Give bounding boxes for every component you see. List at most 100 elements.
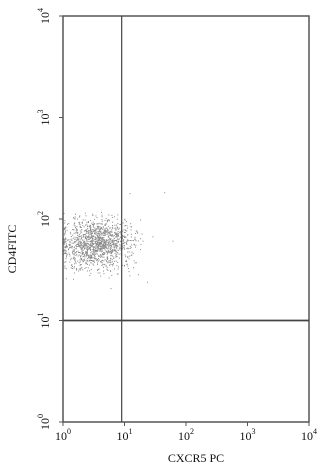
scatter-point xyxy=(74,250,76,252)
scatter-point xyxy=(97,246,99,248)
scatter-point xyxy=(97,232,99,234)
scatter-point xyxy=(82,236,84,238)
scatter-point xyxy=(97,269,99,270)
scatter-point xyxy=(125,256,127,258)
scatter-point xyxy=(80,256,82,258)
scatter-point xyxy=(79,227,81,229)
scatter-point xyxy=(105,245,107,247)
x-tick-label: 100 xyxy=(55,427,71,443)
scatter-point xyxy=(109,247,111,249)
scatter-point xyxy=(86,253,88,255)
scatter-point xyxy=(92,221,94,223)
scatter-point xyxy=(74,225,76,227)
scatter-point xyxy=(122,235,123,236)
scatter-point xyxy=(103,256,105,258)
scatter-point xyxy=(101,228,103,230)
scatter-point xyxy=(73,252,75,254)
scatter-point xyxy=(101,260,103,262)
scatter-point xyxy=(118,240,120,242)
scatter-point xyxy=(84,257,86,259)
scatter-point xyxy=(94,251,96,253)
scatter-point xyxy=(75,240,77,242)
scatter-point xyxy=(87,258,89,260)
scatter-point xyxy=(116,241,118,243)
scatter-point xyxy=(94,231,96,233)
scatter-point xyxy=(108,250,110,251)
scatter-point xyxy=(85,232,87,234)
scatter-point xyxy=(120,241,122,243)
scatter-point xyxy=(92,249,94,251)
scatter-point xyxy=(85,251,87,253)
scatter-point xyxy=(86,245,88,247)
scatter-point xyxy=(111,234,113,235)
scatter-point xyxy=(86,252,88,253)
scatter-point xyxy=(116,226,118,228)
scatter-point xyxy=(140,238,141,240)
scatter-point xyxy=(84,259,86,261)
scatter-point xyxy=(69,239,71,241)
scatter-point xyxy=(117,214,119,216)
scatter-point xyxy=(101,239,103,241)
scatter-point xyxy=(96,226,98,228)
scatter-point xyxy=(65,278,67,280)
scatter-point xyxy=(90,244,92,246)
scatter-point xyxy=(121,264,123,266)
scatter-point xyxy=(82,245,84,247)
scatter-point xyxy=(86,240,88,242)
scatter-point xyxy=(117,227,119,229)
scatter-point xyxy=(82,261,84,263)
scatter-point xyxy=(81,259,83,260)
scatter-point xyxy=(77,237,78,239)
scatter-point xyxy=(71,239,73,241)
scatter-point xyxy=(103,243,104,245)
scatter-point xyxy=(130,247,132,249)
scatter-point xyxy=(91,257,93,259)
scatter-point xyxy=(116,239,118,241)
scatter-point xyxy=(104,233,105,235)
scatter-point xyxy=(105,231,107,233)
scatter-point xyxy=(85,263,87,265)
scatter-point xyxy=(127,239,129,241)
scatter-point xyxy=(81,254,83,256)
scatter-point xyxy=(90,249,91,251)
scatter-point xyxy=(117,245,119,247)
scatter-point xyxy=(116,251,118,253)
scatter-point xyxy=(88,226,90,228)
scatter-point xyxy=(116,235,118,237)
scatter-point xyxy=(99,226,101,228)
scatter-point xyxy=(64,228,65,230)
scatter-point xyxy=(93,251,95,253)
scatter-point xyxy=(76,253,78,255)
scatter-point xyxy=(94,246,96,248)
scatter-point xyxy=(85,262,87,264)
scatter-point xyxy=(116,265,118,267)
scatter-point xyxy=(111,261,113,263)
scatter-point xyxy=(90,239,92,241)
scatter-point xyxy=(95,242,97,244)
scatter-point xyxy=(124,245,125,247)
scatter-point xyxy=(104,234,106,236)
scatter-point xyxy=(110,234,111,236)
scatter-point xyxy=(126,230,128,232)
scatter-point xyxy=(98,229,100,231)
scatter-point xyxy=(106,250,108,252)
y-tick-label: 101 xyxy=(36,313,52,329)
scatter-point xyxy=(93,257,95,259)
scatter-point xyxy=(130,223,132,225)
scatter-point xyxy=(90,252,92,254)
y-tick-label: 104 xyxy=(36,8,52,24)
scatter-point xyxy=(76,229,78,231)
scatter-point xyxy=(126,241,128,243)
scatter-point xyxy=(80,248,82,250)
scatter-point xyxy=(65,237,67,239)
scatter-point xyxy=(110,255,112,257)
scatter-point xyxy=(96,240,98,242)
scatter-point xyxy=(99,272,101,274)
scatter-point xyxy=(91,259,93,261)
scatter-point xyxy=(118,253,120,255)
scatter-point xyxy=(98,243,100,245)
scatter-point xyxy=(87,263,88,265)
scatter-point xyxy=(112,235,114,237)
scatter-point xyxy=(137,274,139,276)
